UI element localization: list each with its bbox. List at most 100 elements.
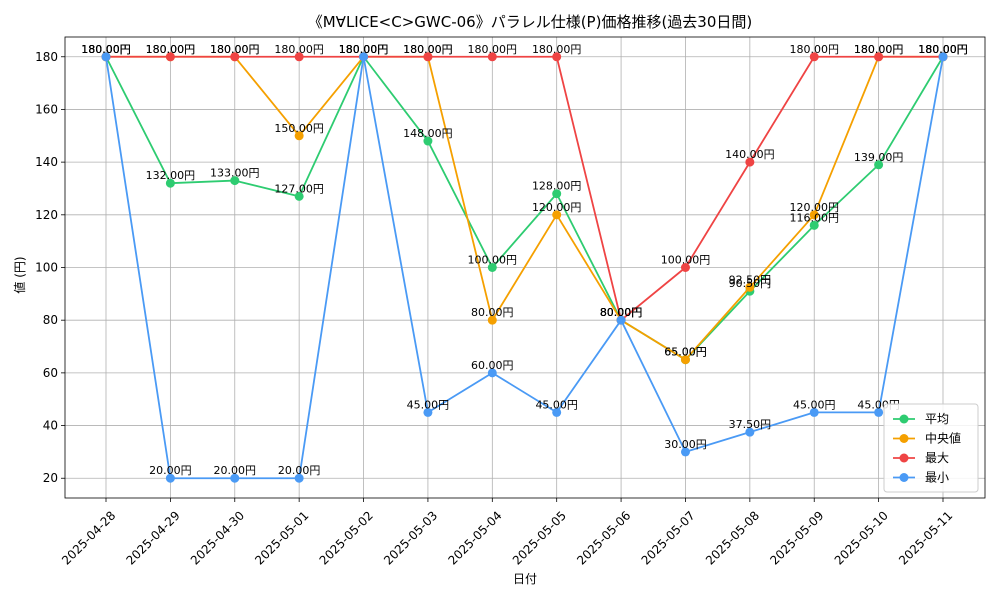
series-point — [809, 52, 819, 62]
series-point — [874, 160, 884, 170]
x-tick-label: 2025-05-04 — [445, 508, 504, 567]
data-label: 37.50円 — [729, 418, 772, 431]
data-label: 150.00円 — [274, 122, 324, 135]
data-label: 80.00円 — [600, 306, 643, 319]
series-point — [230, 473, 240, 483]
legend-label: 平均 — [925, 412, 949, 426]
series-point — [680, 355, 690, 365]
series-point — [294, 191, 304, 201]
series-point — [809, 220, 819, 230]
data-label: 180.00円 — [81, 43, 131, 56]
y-tick-label: 120 — [35, 208, 58, 222]
x-tick-label: 2025-05-06 — [574, 508, 633, 567]
series-point — [616, 315, 626, 325]
data-label: 80.00円 — [600, 306, 643, 319]
legend-marker — [899, 414, 909, 424]
data-label: 180.00円 — [532, 43, 582, 56]
data-label: 180.00円 — [339, 43, 389, 56]
series-point — [487, 315, 497, 325]
legend-marker — [899, 453, 909, 463]
data-label: 100.00円 — [661, 254, 711, 267]
chart-title: 《M∀LICE<C>GWC-06》パラレル仕様(P)価格推移(過去30日間) — [308, 13, 753, 31]
x-tick-label: 2025-05-01 — [252, 508, 311, 567]
data-label: 180.00円 — [918, 43, 968, 56]
data-label: 133.00円 — [210, 167, 260, 180]
series-point — [294, 473, 304, 483]
x-tick-label: 2025-04-30 — [188, 508, 247, 567]
series-point — [165, 473, 175, 483]
data-label: 120.00円 — [789, 201, 839, 214]
y-tick-label: 140 — [35, 155, 58, 169]
series-point — [552, 52, 562, 62]
x-tick-label: 2025-05-08 — [703, 508, 762, 567]
data-label: 180.00円 — [789, 43, 839, 56]
series-point — [487, 368, 497, 378]
series-point — [423, 407, 433, 417]
y-tick-label: 40 — [43, 419, 58, 433]
x-tick-label: 2025-05-03 — [381, 508, 440, 567]
x-tick-label: 2025-04-28 — [59, 508, 118, 567]
series-line — [106, 55, 943, 322]
data-label: 180.00円 — [81, 43, 131, 56]
data-label: 180.00円 — [210, 43, 260, 56]
series-point — [552, 407, 562, 417]
series-point — [745, 157, 755, 167]
data-label: 180.00円 — [918, 43, 968, 56]
series-point — [487, 52, 497, 62]
data-label: 45.00円 — [407, 398, 450, 411]
series-point — [680, 447, 690, 457]
series-point — [423, 136, 433, 146]
y-axis-title: 値 (円) — [12, 256, 27, 293]
x-tick-label: 2025-05-11 — [896, 508, 955, 567]
data-label: 80.00円 — [600, 306, 643, 319]
data-label: 180.00円 — [468, 43, 518, 56]
x-tick-label: 2025-05-09 — [767, 508, 826, 567]
series-point — [294, 131, 304, 141]
data-label: 180.00円 — [339, 43, 389, 56]
data-label: 20.00円 — [149, 464, 192, 477]
series-point — [745, 282, 755, 292]
series-layer — [101, 52, 948, 483]
series-point — [230, 52, 240, 62]
data-label: 45.00円 — [793, 398, 836, 411]
legend-label: 最大 — [925, 451, 949, 465]
series-point — [359, 52, 369, 62]
x-axis-title: 日付 — [513, 572, 537, 586]
series-point — [680, 263, 690, 272]
data-label: 116.00円 — [789, 211, 839, 224]
data-label: 80.00円 — [471, 306, 514, 319]
data-label: 20.00円 — [214, 464, 257, 477]
legend-label: 中央値 — [925, 431, 961, 446]
x-tick-label: 2025-05-07 — [639, 508, 698, 567]
data-label: 120.00円 — [532, 201, 582, 214]
y-tick-label: 100 — [35, 261, 58, 275]
series-point — [745, 427, 755, 437]
data-label: 65.00円 — [664, 346, 707, 359]
legend-box — [883, 403, 979, 493]
data-label: 180.00円 — [854, 43, 904, 56]
series-point — [809, 407, 819, 417]
data-label: 127.00円 — [274, 182, 324, 195]
data-label: 180.00円 — [339, 43, 389, 56]
series-point — [874, 407, 884, 417]
y-tick-label: 60 — [43, 366, 58, 380]
data-label: 180.00円 — [146, 43, 196, 56]
series-point — [230, 176, 240, 186]
data-label: 180.00円 — [81, 43, 131, 56]
series-point — [938, 52, 948, 62]
series-point — [101, 52, 111, 62]
data-label: 180.00円 — [146, 43, 196, 56]
data-label: 180.00円 — [918, 43, 968, 56]
data-label: 180.00円 — [403, 43, 453, 56]
data-label: 45.00円 — [535, 398, 578, 411]
legend-marker — [899, 473, 909, 482]
x-tick-label: 2025-04-29 — [124, 508, 183, 567]
data-label: 100.00円 — [468, 254, 518, 267]
data-label: 80.00円 — [600, 306, 643, 319]
series-point — [294, 52, 304, 62]
data-label: 90.50円 — [729, 277, 772, 290]
data-label: 180.00円 — [918, 43, 968, 56]
data-label-layer: 180.00円 132.00円 133.00円 127.00円 180.00円 148.0… — [81, 43, 968, 477]
